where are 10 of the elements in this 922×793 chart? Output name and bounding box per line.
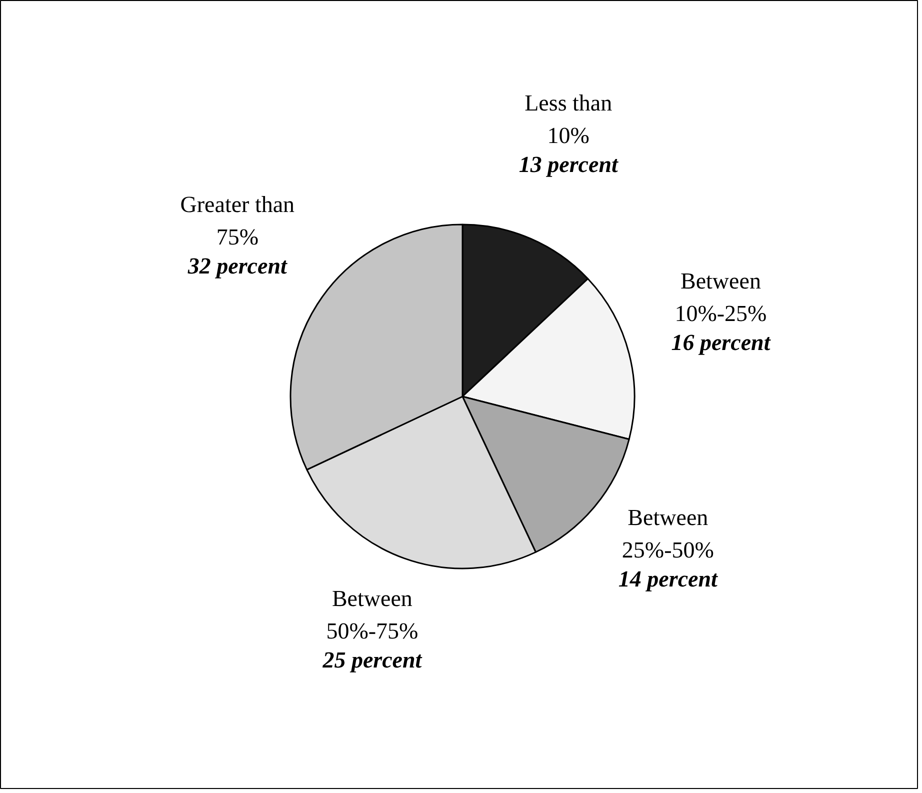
slice-label: Greater than 75%	[180, 192, 296, 250]
slice-label: Between 25%-50%	[622, 504, 714, 562]
slice-label: Between 50%-75%	[326, 586, 418, 644]
data-label: 32 percent	[186, 254, 288, 279]
data-label: 14 percent	[618, 566, 718, 592]
slice-label: Between 10%-25%	[674, 268, 767, 326]
slice-label: Less than 10%	[524, 90, 613, 148]
data-label: 13 percent	[518, 152, 618, 177]
data-label: 16 percent	[671, 330, 771, 356]
data-label: 25 percent	[322, 647, 422, 672]
